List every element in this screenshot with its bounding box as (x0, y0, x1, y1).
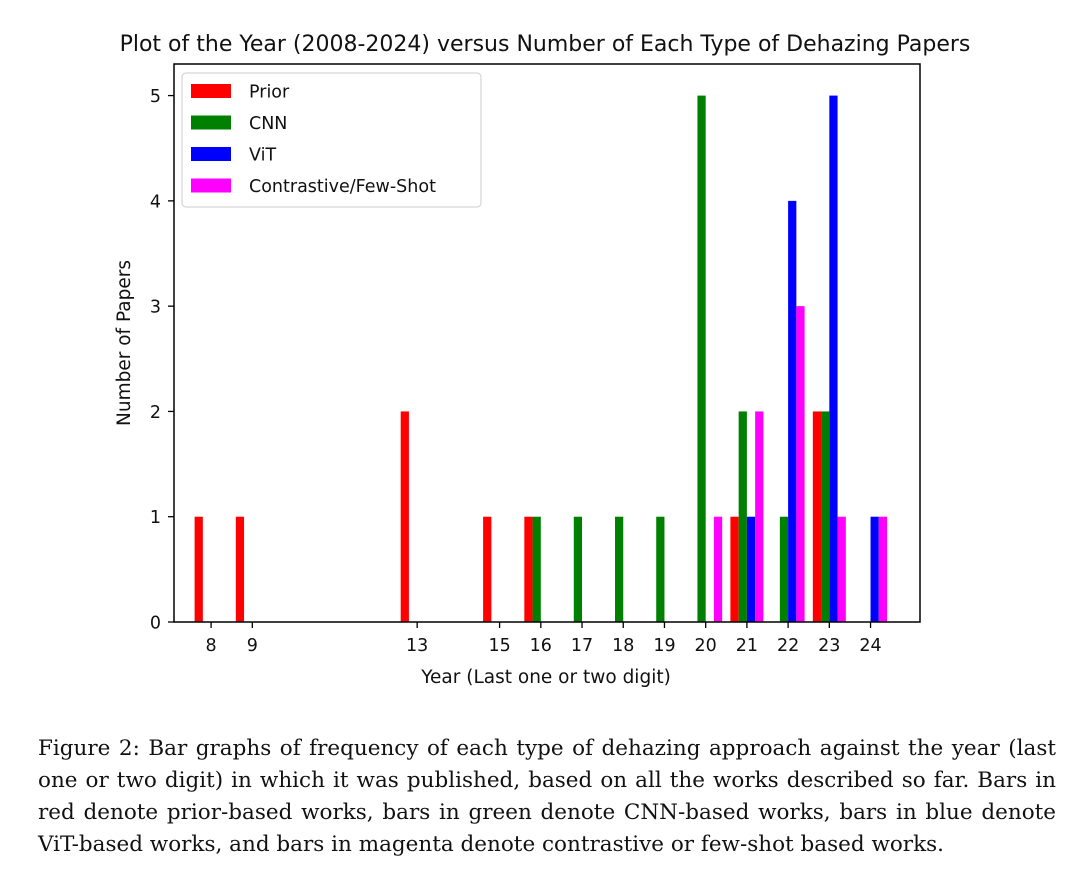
x-tick-label: 23 (818, 636, 840, 656)
bar-prior-13 (400, 411, 409, 622)
legend-label-prior: Prior (249, 83, 290, 103)
y-tick-label: 2 (150, 403, 161, 423)
y-tick-label: 1 (150, 508, 161, 528)
bar-contrastive-few-shot-22 (796, 306, 805, 622)
figure-caption: Figure 2: Bar graphs of frequency of eac… (38, 736, 1056, 857)
y-tick-label: 0 (150, 614, 161, 634)
legend-swatch-vit (191, 147, 231, 161)
bar-prior-9 (235, 516, 245, 622)
legend: Prior CNN ViT Contrastive/Few-Shot (181, 72, 482, 208)
bar-cnn-20 (697, 95, 706, 622)
x-axis-label: Year (Last one or two digit) (420, 667, 671, 688)
x-tick-label: 18 (612, 636, 634, 656)
y-tick-label: 5 (150, 87, 161, 107)
bar-cnn-18 (615, 516, 624, 622)
x-tick-label: 9 (247, 636, 258, 656)
y-tick-label: 3 (150, 298, 161, 318)
bar-vit-23 (829, 95, 838, 622)
x-tick-label: 15 (488, 636, 510, 656)
legend-swatch-cnn (191, 115, 231, 130)
x-tick-label: 19 (653, 636, 675, 656)
x-tick-label: 22 (777, 636, 799, 656)
bar-contrastive-few-shot-23 (837, 516, 846, 622)
bar-prior-21 (730, 516, 739, 622)
legend-frame (181, 72, 482, 208)
bar-vit-22 (788, 200, 797, 622)
x-tick-label: 13 (406, 636, 428, 656)
x-axis-ticks: 8 9 13 15 16 17 18 19 20 21 22 23 24 (206, 622, 882, 656)
x-tick-label: 21 (736, 636, 758, 656)
y-axis-label: Number of Papers (114, 260, 135, 426)
bar-vit-21 (746, 516, 756, 622)
y-tick-label: 4 (150, 192, 161, 212)
bar-prior-15 (483, 516, 492, 622)
legend-swatch-prior (191, 84, 231, 98)
bar-cnn-22 (779, 516, 789, 622)
legend-label-vit: ViT (249, 146, 276, 166)
x-tick-label: 17 (571, 636, 593, 656)
chart-title: Plot of the Year (2008-2024) versus Numb… (120, 32, 971, 57)
bar-prior-8 (194, 516, 203, 622)
legend-label-cnn: CNN (249, 114, 287, 134)
x-tick-label: 8 (206, 636, 217, 656)
x-tick-label: 16 (530, 636, 552, 656)
plot-frame (173, 63, 921, 623)
bar-cnn-23 (821, 411, 830, 622)
bar-contrastive-few-shot-24 (878, 516, 888, 622)
x-tick-label: 24 (859, 636, 881, 656)
bar-contrastive-few-shot-20 (713, 516, 723, 622)
y-axis-ticks: 0 1 2 3 4 5 (150, 87, 174, 634)
bar-vit-24 (870, 516, 879, 622)
bar-contrastive-few-shot-21 (755, 411, 764, 622)
bar-prior-16 (524, 516, 533, 622)
bar-cnn-21 (738, 411, 747, 622)
x-tick-label: 20 (695, 636, 717, 656)
bar-cnn-19 (656, 516, 665, 622)
legend-swatch-contrastive-few-shot (191, 178, 231, 193)
bar-cnn-17 (573, 516, 583, 622)
bar-chart: Plot of the Year (2008-2024) versus Numb… (114, 32, 971, 688)
bars-group (194, 95, 888, 622)
legend-label-contrastive-few-shot: Contrastive/Few-Shot (249, 177, 436, 197)
bar-cnn-16 (532, 516, 541, 622)
bar-prior-23 (812, 411, 822, 622)
